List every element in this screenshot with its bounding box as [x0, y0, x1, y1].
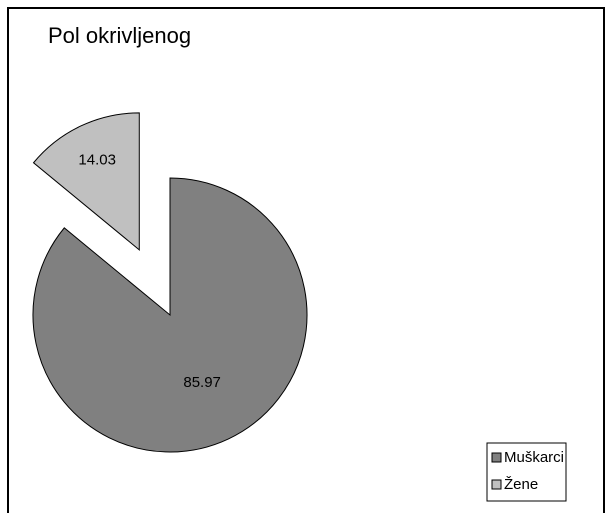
legend-swatch [491, 479, 502, 490]
legend-label: Muškarci [504, 449, 564, 466]
pie-slice [32, 177, 308, 453]
legend-label: Žene [504, 476, 538, 493]
legend-swatch [491, 452, 502, 463]
data-label: 14.03 [78, 152, 116, 169]
pie-slice [32, 112, 140, 251]
data-label: 85.97 [183, 374, 221, 391]
chart-title: Pol okrivljenog [48, 23, 191, 48]
